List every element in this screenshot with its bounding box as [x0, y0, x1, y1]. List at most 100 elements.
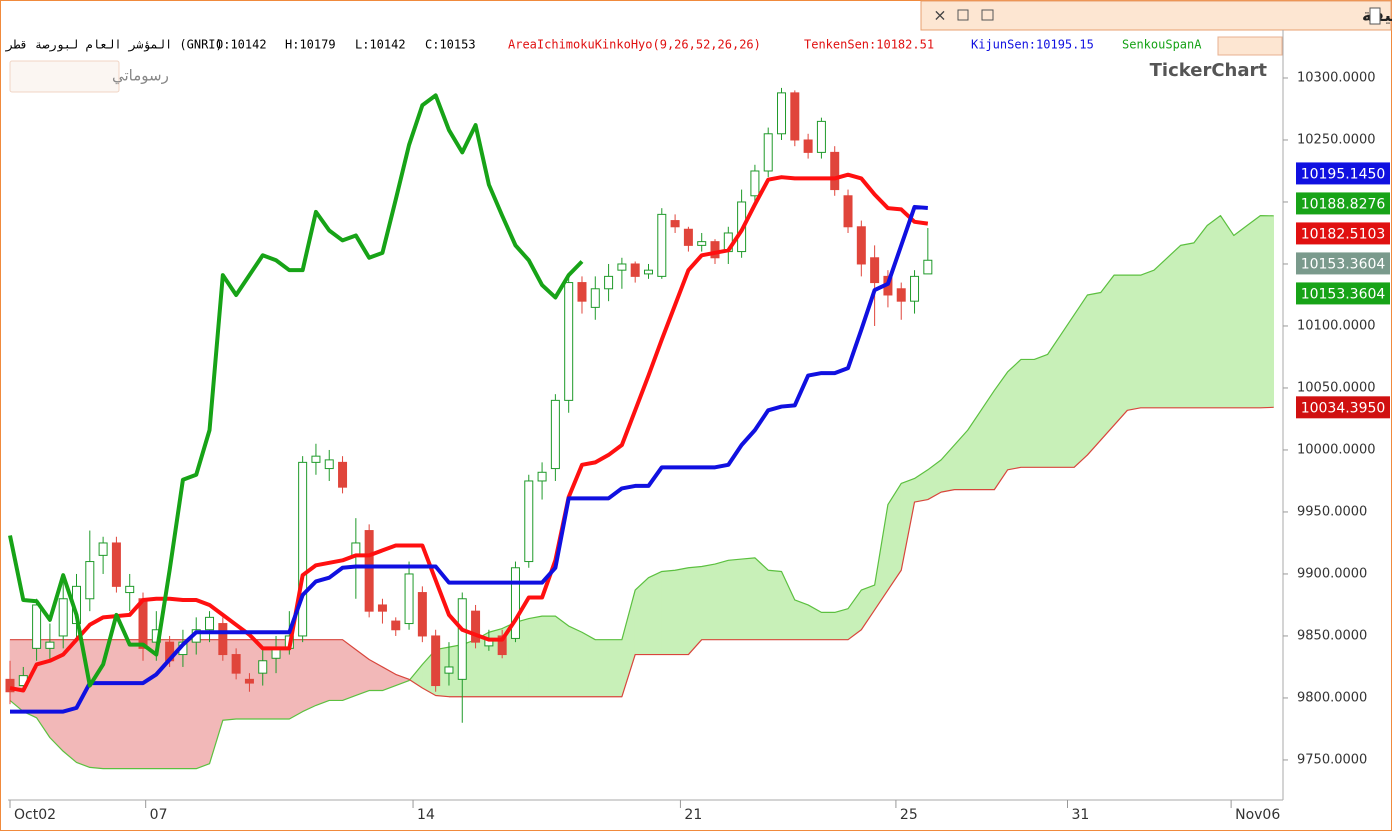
price-tag-label: 10195.1450 [1301, 166, 1386, 182]
x-tick-label: Oct02 [14, 807, 56, 823]
x-tick-label: 07 [150, 807, 168, 823]
kijun-label: KijunSen:10195.15 [971, 38, 1094, 52]
watermark: TickerChart [1150, 60, 1268, 81]
cloud-fill [1100, 274, 1115, 441]
candle-body [58, 598, 68, 637]
candle-body [457, 598, 467, 680]
price-tag-label: 10153.3604 [1301, 256, 1386, 272]
cloud-fill [1127, 274, 1141, 411]
restore-button[interactable] [957, 9, 969, 21]
y-tick-label: 9800.0000 [1297, 690, 1367, 705]
cloud-fill [648, 571, 663, 655]
candle-body [524, 480, 534, 563]
candle-body [431, 635, 441, 687]
candle-body [391, 620, 401, 631]
candle-body [417, 592, 427, 637]
price-tag [1296, 396, 1390, 419]
candle-body [98, 542, 108, 556]
drawings-label: رسوماتي [112, 67, 169, 86]
candle-body [683, 228, 693, 246]
cloud-fill [1033, 354, 1048, 468]
cloud-fill [129, 639, 144, 769]
candle-body [537, 471, 547, 482]
cloud-fill [1246, 215, 1261, 409]
cloud-fill [1140, 269, 1155, 409]
cloud-fill [674, 567, 689, 655]
cloud-fill [767, 569, 782, 640]
candle-body [790, 92, 800, 141]
ohlc-low: L:10142 [355, 38, 406, 52]
price-tag [1296, 192, 1390, 215]
cloud-fill [754, 557, 769, 640]
price-tag-label: 10034.3950 [1301, 400, 1386, 416]
price-tag [1296, 162, 1390, 185]
cloud-fill [1007, 358, 1022, 471]
cloud-fill [794, 599, 809, 640]
ohlc-close: C:10153 [425, 38, 476, 52]
candle-body [564, 282, 574, 401]
candle-body [258, 660, 268, 674]
cloud-fill [1153, 257, 1168, 409]
y-tick-label: 10050.0000 [1297, 380, 1376, 395]
price-tag-label: 10182.5103 [1301, 226, 1386, 242]
cloud-fill [714, 559, 729, 640]
candle-body [896, 288, 906, 302]
x-tick-label: 14 [417, 807, 435, 823]
candle-body [377, 604, 387, 612]
candle-body [205, 616, 215, 631]
cloud-fill [728, 558, 742, 640]
title-icon[interactable] [1369, 7, 1381, 25]
candle-body [816, 120, 826, 153]
candle-body [843, 195, 853, 228]
x-tick-label: 25 [900, 807, 918, 823]
cloud-fill [182, 639, 197, 769]
cloud-fill [741, 557, 756, 640]
cloud-fill [1060, 313, 1075, 468]
title-bar [920, 0, 1392, 31]
indicator-controls[interactable] [1217, 36, 1283, 56]
cloud-fill [1113, 274, 1128, 426]
price-tag [1296, 282, 1390, 305]
candle-body [923, 259, 933, 275]
y-tick-label: 9950.0000 [1297, 504, 1367, 519]
candle-body [298, 461, 308, 637]
candle-body [577, 282, 587, 302]
candle-body [125, 585, 135, 594]
cloud-fill [195, 639, 210, 770]
price-tag [1296, 222, 1390, 245]
detach-button[interactable] [981, 9, 994, 21]
candle-body [604, 275, 614, 290]
cloud-fill [1087, 292, 1102, 456]
cloud-fill [581, 631, 596, 698]
price-tag-label: 10153.3604 [1301, 286, 1386, 302]
drawings-button[interactable] [9, 60, 120, 93]
candle-body [856, 226, 866, 265]
cloud-fill [594, 639, 609, 698]
cloud-fill [116, 639, 131, 769]
cloud-fill [1166, 244, 1181, 409]
indicator-line [8, 93, 584, 688]
candle-body [218, 623, 228, 656]
ohlc-high: H:10179 [285, 38, 336, 52]
cloud-fill [89, 639, 104, 769]
candle-body [497, 635, 507, 656]
candle-body [710, 241, 720, 259]
candle-body [763, 133, 773, 172]
cloud-fill [634, 576, 649, 655]
indicator-name: AreaIchimokuKinkoHyo(9,26,52,26,26) [508, 38, 761, 52]
candle-body [404, 573, 414, 625]
cloud-fill [1193, 224, 1208, 409]
candle-body [32, 604, 42, 649]
cloud-fill [1020, 359, 1035, 468]
cloud-fill [1206, 215, 1221, 409]
y-tick-label: 10300.0000 [1297, 70, 1376, 85]
close-button[interactable]: × [933, 6, 946, 25]
candle-body [803, 139, 813, 153]
candle-body [338, 461, 348, 488]
cloud-fill [1260, 215, 1274, 409]
indicator-line [9, 172, 929, 693]
candle-body [311, 455, 321, 463]
tenkan-label: TenkenSen:10182.51 [804, 38, 934, 52]
cloud-fill [62, 639, 77, 764]
